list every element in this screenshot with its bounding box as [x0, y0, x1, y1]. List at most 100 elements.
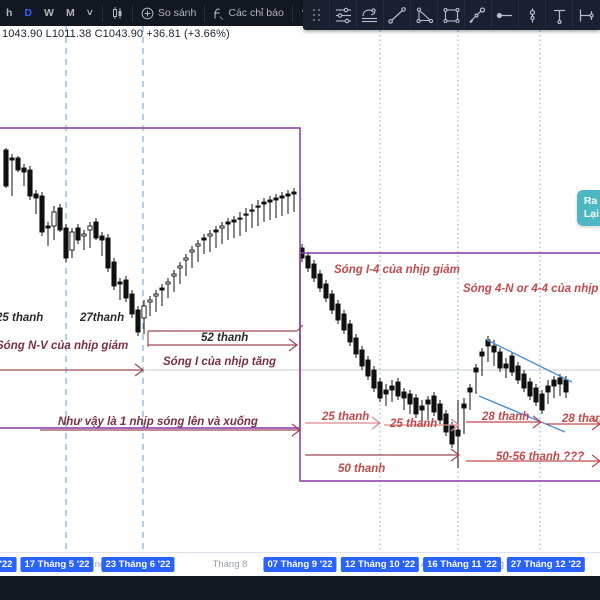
drawing-settings-icon[interactable]	[330, 0, 357, 30]
compare-button[interactable]: So sánh	[136, 5, 202, 22]
candle-body	[123, 279, 129, 299]
date-pill-4[interactable]: 12 Tháng 10 '22	[340, 557, 420, 572]
annotation-a10[interactable]: 25 thanh	[390, 418, 438, 430]
date-pill-1[interactable]: 17 Tháng 5 '22	[20, 557, 94, 572]
date-pill-3[interactable]: 07 Tháng 9 '22	[263, 557, 337, 572]
annotation-a8[interactable]: Sóng 4-N or 4-4 của nhịp tă	[463, 283, 600, 295]
annotation-a14[interactable]: 50-56 thanh ???	[496, 451, 585, 463]
candle-body	[105, 237, 111, 269]
arrow-25b[interactable]	[384, 418, 461, 432]
candle-body	[305, 255, 311, 269]
annotation-a9[interactable]: 25 thanh	[322, 411, 370, 423]
candle-left-38	[231, 216, 237, 238]
chevron-down-icon[interactable]: ˅	[86, 7, 93, 19]
toolbar-divider	[291, 4, 293, 22]
arrow-25a[interactable]	[305, 416, 382, 430]
candlestick-style-button[interactable]	[106, 4, 129, 22]
arrow-nhip-song[interactable]	[40, 423, 302, 437]
candle-right-15	[389, 380, 395, 402]
timeframe-hour[interactable]: h	[6, 7, 13, 19]
candle-body	[491, 345, 497, 353]
trend-line-icon[interactable]	[384, 0, 411, 30]
date-pill-0[interactable]: '22	[0, 557, 17, 572]
candle-body	[129, 293, 135, 315]
candle-body	[3, 149, 9, 187]
timeframe-day[interactable]: D	[24, 7, 33, 19]
candle-body	[291, 191, 297, 195]
candle-body	[75, 227, 81, 241]
rectangle-icon[interactable]	[438, 0, 465, 30]
candle-body	[21, 167, 27, 173]
candle-body	[273, 197, 279, 201]
candle-right-35	[509, 352, 515, 376]
channel-lower-line[interactable]	[478, 395, 566, 433]
arrow-song-i[interactable]	[148, 338, 299, 352]
candle-body	[563, 379, 569, 393]
annotation-a2[interactable]: 27thanh	[80, 312, 125, 324]
annotation-a12[interactable]: 28 thanh	[562, 413, 600, 425]
measure-bracket-tip	[296, 324, 304, 332]
candle-left-39	[237, 212, 243, 236]
function-icon	[213, 7, 224, 20]
brush-icon[interactable]	[465, 0, 492, 30]
arrow-5056[interactable]	[466, 454, 600, 468]
arrow-50[interactable]	[305, 448, 461, 462]
date-pill-6[interactable]: 27 Tháng 12 '22	[506, 557, 586, 572]
indicators-button[interactable]: Các chỉ báo	[208, 5, 288, 22]
annotation-a11[interactable]: 28 thanh	[482, 411, 530, 423]
right-analysis-box[interactable]	[299, 252, 600, 482]
annotation-a7[interactable]: Sóng I-4 của nhịp giảm	[334, 264, 460, 276]
channel-upper-line[interactable]	[486, 339, 573, 383]
arrow-28b[interactable]	[546, 417, 600, 431]
candle-left-22	[135, 306, 141, 336]
candle-right-4	[323, 280, 329, 302]
annotation-a6[interactable]: Như vậy là 1 nhịp sóng lên và xuống	[58, 416, 258, 428]
candle-right-29	[473, 364, 479, 394]
left-analysis-box[interactable]	[0, 127, 301, 429]
candle-right-27	[461, 398, 467, 434]
candle-right-23	[437, 400, 443, 424]
drag-handle-icon[interactable]	[303, 0, 330, 30]
candle-left-16	[99, 232, 105, 256]
candle-body	[557, 377, 563, 385]
candle-body	[87, 225, 93, 231]
timeframe-week[interactable]: W	[44, 7, 54, 19]
status-badge[interactable]: Ra Lại	[576, 190, 600, 226]
date-pill-5[interactable]: 16 Tháng 11 '22	[423, 557, 501, 572]
candle-left-35	[213, 226, 219, 248]
candle-right-41	[545, 380, 551, 404]
ray-icon[interactable]	[492, 0, 519, 30]
date-pill-2[interactable]: 23 Tháng 6 '22	[101, 557, 175, 572]
candle-left-48	[291, 188, 297, 212]
arrow-28a[interactable]	[466, 415, 543, 429]
annotation-a4[interactable]: Sóng N-V của nhịp giảm	[0, 340, 129, 352]
pitchfork-icon[interactable]	[519, 0, 546, 30]
annotation-a5[interactable]: Sóng I của nhịp tăng	[163, 356, 277, 368]
candle-body	[171, 273, 177, 277]
chart-canvas[interactable]	[0, 26, 600, 552]
candle-left-19	[117, 278, 123, 300]
arrow-head	[450, 418, 461, 432]
candle-body	[497, 351, 503, 369]
candle-left-29	[177, 262, 183, 284]
triangle-icon[interactable]	[411, 0, 438, 30]
candle-body	[539, 393, 545, 411]
candle-body	[431, 395, 437, 413]
text-tool-icon[interactable]	[546, 0, 573, 30]
candle-left-36	[219, 222, 225, 244]
candle-body	[201, 237, 207, 241]
candle-body	[515, 365, 521, 381]
arrow-head	[591, 417, 600, 431]
candle-body	[371, 369, 377, 389]
candle-body	[261, 201, 267, 205]
measure-icon[interactable]	[573, 0, 600, 30]
timeframe-month[interactable]: M	[65, 7, 75, 19]
annotation-a13[interactable]: 50 thanh	[338, 463, 386, 475]
annotation-a3[interactable]: 52 thanh	[201, 332, 249, 344]
arrow-head	[288, 338, 299, 352]
annotation-a1[interactable]: 25 thanh	[0, 312, 44, 324]
arrow-song-nv[interactable]	[0, 363, 145, 377]
arrow-head	[134, 363, 145, 377]
drawing-tools-icon[interactable]	[357, 0, 384, 30]
